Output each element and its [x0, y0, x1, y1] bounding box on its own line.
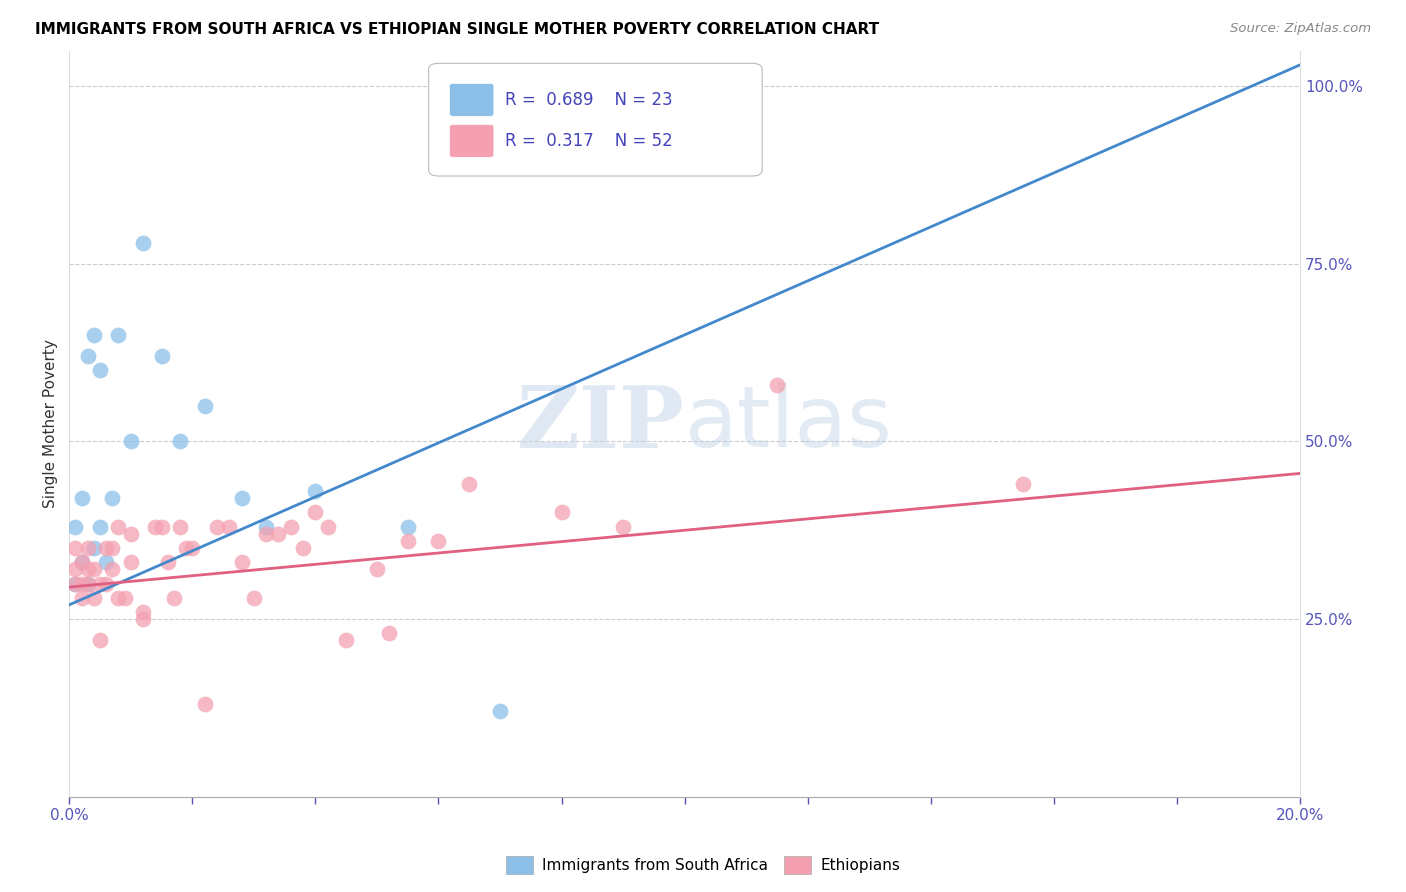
Point: [89, 633, 111, 648]
Point: [89, 363, 111, 377]
Point: [65, 576, 87, 591]
Point: [107, 519, 129, 533]
Point: [243, 591, 266, 605]
Point: [489, 705, 512, 719]
Point: [76, 541, 98, 555]
Point: [83, 562, 105, 576]
Point: [267, 526, 290, 541]
Point: [292, 541, 315, 555]
Point: [89, 576, 111, 591]
Point: [304, 484, 326, 499]
Point: [163, 591, 186, 605]
Point: [76, 576, 98, 591]
Point: [169, 519, 191, 533]
Point: [107, 327, 129, 342]
Point: [70, 555, 93, 569]
Point: [96, 576, 118, 591]
Point: [65, 562, 87, 576]
Point: [145, 519, 167, 533]
Point: [231, 555, 253, 569]
Point: [1012, 477, 1035, 491]
Point: [335, 633, 357, 648]
Point: [83, 541, 105, 555]
Text: IMMIGRANTS FROM SOUTH AFRICA VS ETHIOPIAN SINGLE MOTHER POVERTY CORRELATION CHAR: IMMIGRANTS FROM SOUTH AFRICA VS ETHIOPIA…: [35, 22, 879, 37]
Text: atlas: atlas: [685, 382, 893, 465]
Point: [396, 519, 419, 533]
Text: R =  0.689    N = 23: R = 0.689 N = 23: [505, 91, 672, 109]
Point: [254, 526, 277, 541]
Point: [205, 519, 228, 533]
Point: [766, 377, 789, 392]
Point: [76, 349, 98, 363]
Point: [254, 519, 277, 533]
Point: [120, 526, 142, 541]
Point: [231, 491, 253, 506]
Point: [218, 519, 240, 533]
Point: [174, 541, 197, 555]
Point: [120, 555, 142, 569]
Point: [120, 434, 142, 449]
FancyBboxPatch shape: [450, 125, 494, 157]
Point: [316, 519, 339, 533]
Point: [427, 533, 450, 548]
Point: [150, 349, 173, 363]
Point: [83, 591, 105, 605]
Point: [70, 576, 93, 591]
Point: [132, 605, 155, 619]
Point: [194, 698, 217, 712]
Point: [96, 555, 118, 569]
Point: [101, 491, 124, 506]
FancyBboxPatch shape: [450, 84, 494, 116]
FancyBboxPatch shape: [429, 63, 762, 176]
Text: Source: ZipAtlas.com: Source: ZipAtlas.com: [1230, 22, 1371, 36]
Point: [458, 477, 481, 491]
Point: [101, 562, 124, 576]
Point: [65, 519, 87, 533]
Point: [132, 612, 155, 626]
Text: ZIP: ZIP: [517, 382, 685, 466]
Point: [550, 506, 572, 520]
Y-axis label: Single Mother Poverty: Single Mother Poverty: [44, 339, 58, 508]
Point: [76, 562, 98, 576]
Point: [378, 626, 401, 640]
Point: [194, 399, 217, 413]
Point: [181, 541, 204, 555]
Point: [70, 491, 93, 506]
Point: [89, 519, 111, 533]
Legend: Immigrants from South Africa, Ethiopians: Immigrants from South Africa, Ethiopians: [499, 850, 907, 880]
Point: [70, 591, 93, 605]
Point: [366, 562, 388, 576]
Point: [396, 533, 419, 548]
Point: [169, 434, 191, 449]
Point: [65, 541, 87, 555]
Text: R =  0.317    N = 52: R = 0.317 N = 52: [505, 132, 672, 150]
Point: [114, 591, 136, 605]
Point: [304, 506, 326, 520]
Point: [96, 541, 118, 555]
Point: [156, 555, 179, 569]
Point: [101, 541, 124, 555]
Point: [70, 555, 93, 569]
Point: [107, 591, 129, 605]
Point: [65, 576, 87, 591]
Point: [612, 519, 634, 533]
Point: [280, 519, 302, 533]
Point: [76, 576, 98, 591]
Point: [132, 235, 155, 250]
Point: [150, 519, 173, 533]
Point: [83, 327, 105, 342]
